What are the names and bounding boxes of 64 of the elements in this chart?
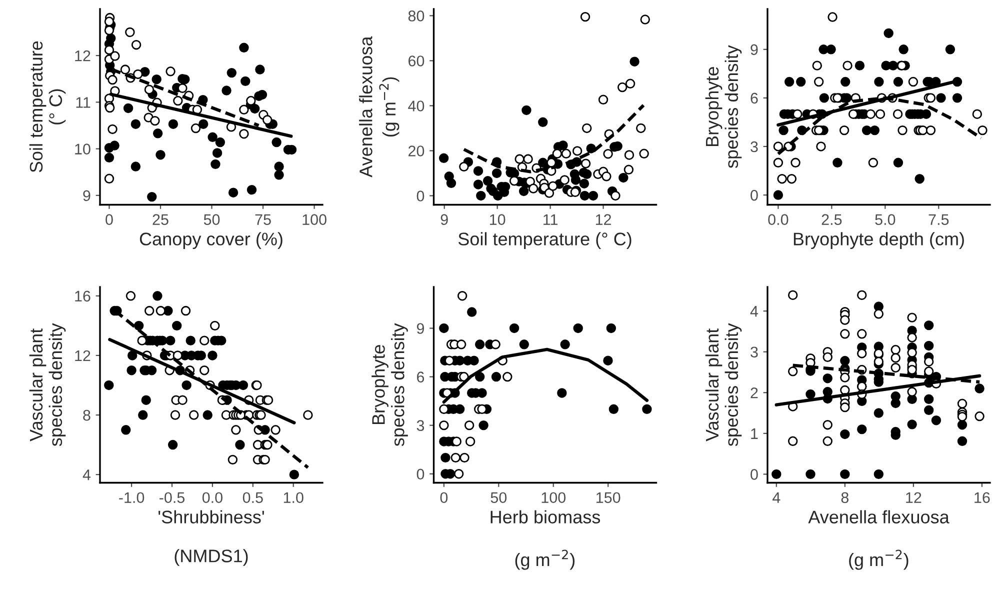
x-tick-label: 50 bbox=[204, 214, 220, 225]
y-axis-title: Bryophyte species density bbox=[705, 45, 742, 168]
x-tick-label: 150 bbox=[596, 492, 620, 504]
x-tick-label: 50 bbox=[490, 492, 507, 504]
y-tick-label: 8 bbox=[83, 410, 90, 421]
y-tick-label: 1 bbox=[751, 428, 758, 439]
x-axis-title: Canopy cover (%) bbox=[140, 232, 282, 249]
y-tick-label: 0 bbox=[416, 190, 424, 202]
x-tick-label: 16 bbox=[974, 492, 990, 504]
x-tick-label: 12 bbox=[906, 492, 922, 503]
x-tick-label: 0 bbox=[440, 492, 448, 504]
y-tick-label: 20 bbox=[408, 146, 424, 156]
y-tick-label: 11 bbox=[76, 97, 90, 108]
x-tick-label: -1.0 bbox=[119, 492, 144, 504]
x-tick-label: 100 bbox=[302, 214, 326, 225]
y-tick-label: 9 bbox=[416, 323, 424, 334]
text: Avenella flexuosa (g m$^{−2}$) bbox=[808, 510, 950, 570]
x-axis-title: Soil temperature (° C) bbox=[458, 232, 632, 249]
y-tick-label: 2 bbox=[750, 387, 758, 398]
y-axis-title: Bryophyte species density bbox=[372, 323, 408, 446]
y-tick-label: 0 bbox=[416, 468, 424, 480]
y-axis-title: Vascular plant species density bbox=[705, 323, 742, 446]
y-tick-label: 12 bbox=[75, 50, 90, 62]
x-tick-label: 0 bbox=[106, 214, 113, 225]
y-tick-label: 6 bbox=[417, 372, 424, 382]
y-tick-label: 6 bbox=[750, 92, 758, 104]
text: Herb biomass (g m$^{−2}$) bbox=[490, 510, 600, 570]
y-tick-label: 3 bbox=[750, 346, 758, 358]
y-tick-label: 0 bbox=[750, 469, 758, 480]
y-tick-label: 80 bbox=[408, 10, 424, 22]
y-tick-label: 3 bbox=[750, 141, 758, 152]
y-tick-label: 9 bbox=[750, 44, 758, 56]
x-tick-label: 10 bbox=[490, 214, 506, 225]
y-tick-label: 4 bbox=[82, 470, 91, 480]
x-tick-label: 9 bbox=[440, 214, 448, 225]
text: 'Shrubbiness' (NMDS1) bbox=[158, 510, 264, 566]
x-tick-label: 75 bbox=[255, 214, 271, 225]
y-tick-label: 16 bbox=[75, 290, 90, 302]
x-tick-label: 0.0 bbox=[202, 492, 222, 504]
x-tick-label: 4 bbox=[772, 492, 780, 503]
x-tick-label: 1.0 bbox=[284, 492, 304, 504]
x-axis-title: Bryophyte depth (cm) bbox=[794, 232, 964, 249]
y-axis-title: Vascular plant species density bbox=[29, 323, 66, 446]
x-tick-label: 5.0 bbox=[875, 214, 896, 225]
x-tick-label: 7.5 bbox=[928, 214, 949, 225]
y-axis-title: Soil temperature (° C) bbox=[29, 41, 66, 172]
y-tick-label: 0 bbox=[750, 190, 758, 201]
y-tick-label: 12 bbox=[75, 350, 90, 361]
y-axis-title: Avenella flexuosa (g m$^{−2}$) bbox=[359, 36, 400, 178]
x-tick-label: 11 bbox=[544, 214, 558, 225]
y-tick-label: 40 bbox=[408, 100, 424, 112]
x-tick-label: 25 bbox=[152, 214, 168, 225]
x-tick-label: 2.5 bbox=[822, 214, 842, 225]
x-tick-label: 12 bbox=[596, 214, 612, 225]
y-tick-label: 60 bbox=[408, 56, 424, 66]
y-tick-label: 3 bbox=[416, 420, 424, 432]
y-tick-label: 10 bbox=[75, 144, 90, 154]
x-tick-label: 100 bbox=[542, 492, 566, 504]
x-tick-label: 8 bbox=[841, 492, 849, 504]
x-tick-label: 0.5 bbox=[242, 492, 263, 504]
x-tick-label: -0.5 bbox=[160, 492, 185, 504]
y-tick-label: 9 bbox=[83, 190, 90, 202]
x-tick-label: 0.0 bbox=[768, 214, 788, 225]
y-tick-label: 4 bbox=[750, 306, 758, 317]
